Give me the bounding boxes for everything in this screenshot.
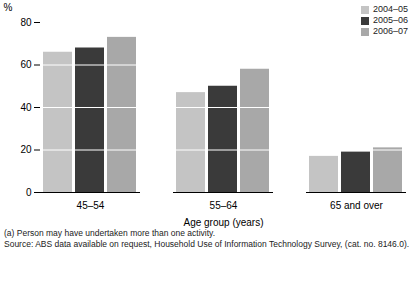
svg-text:Age group (years): Age group (years): [183, 217, 263, 228]
html-text:2004–05: 2004–05: [373, 4, 408, 14]
html-text:Source: ABS data available on: Source: ABS data available on request, H…: [4, 239, 410, 249]
svg-text:80: 80: [20, 17, 32, 28]
svg-text:%: %: [4, 2, 13, 13]
svg-text:40: 40: [20, 102, 32, 113]
svg-text:0: 0: [26, 187, 32, 198]
svg-text:55–64: 55–64: [210, 200, 238, 211]
svg-text:45–54: 45–54: [77, 200, 105, 211]
svg-text:65 and over: 65 and over: [330, 200, 383, 211]
html-text:2005–06: 2005–06: [373, 15, 408, 25]
svg-text:60: 60: [20, 59, 32, 70]
svg-text:20: 20: [20, 144, 32, 155]
html-text:(a) Person may have undertaken: (a) Person may have undertaken more than…: [4, 228, 215, 238]
html-text:2006–07: 2006–07: [373, 26, 408, 36]
